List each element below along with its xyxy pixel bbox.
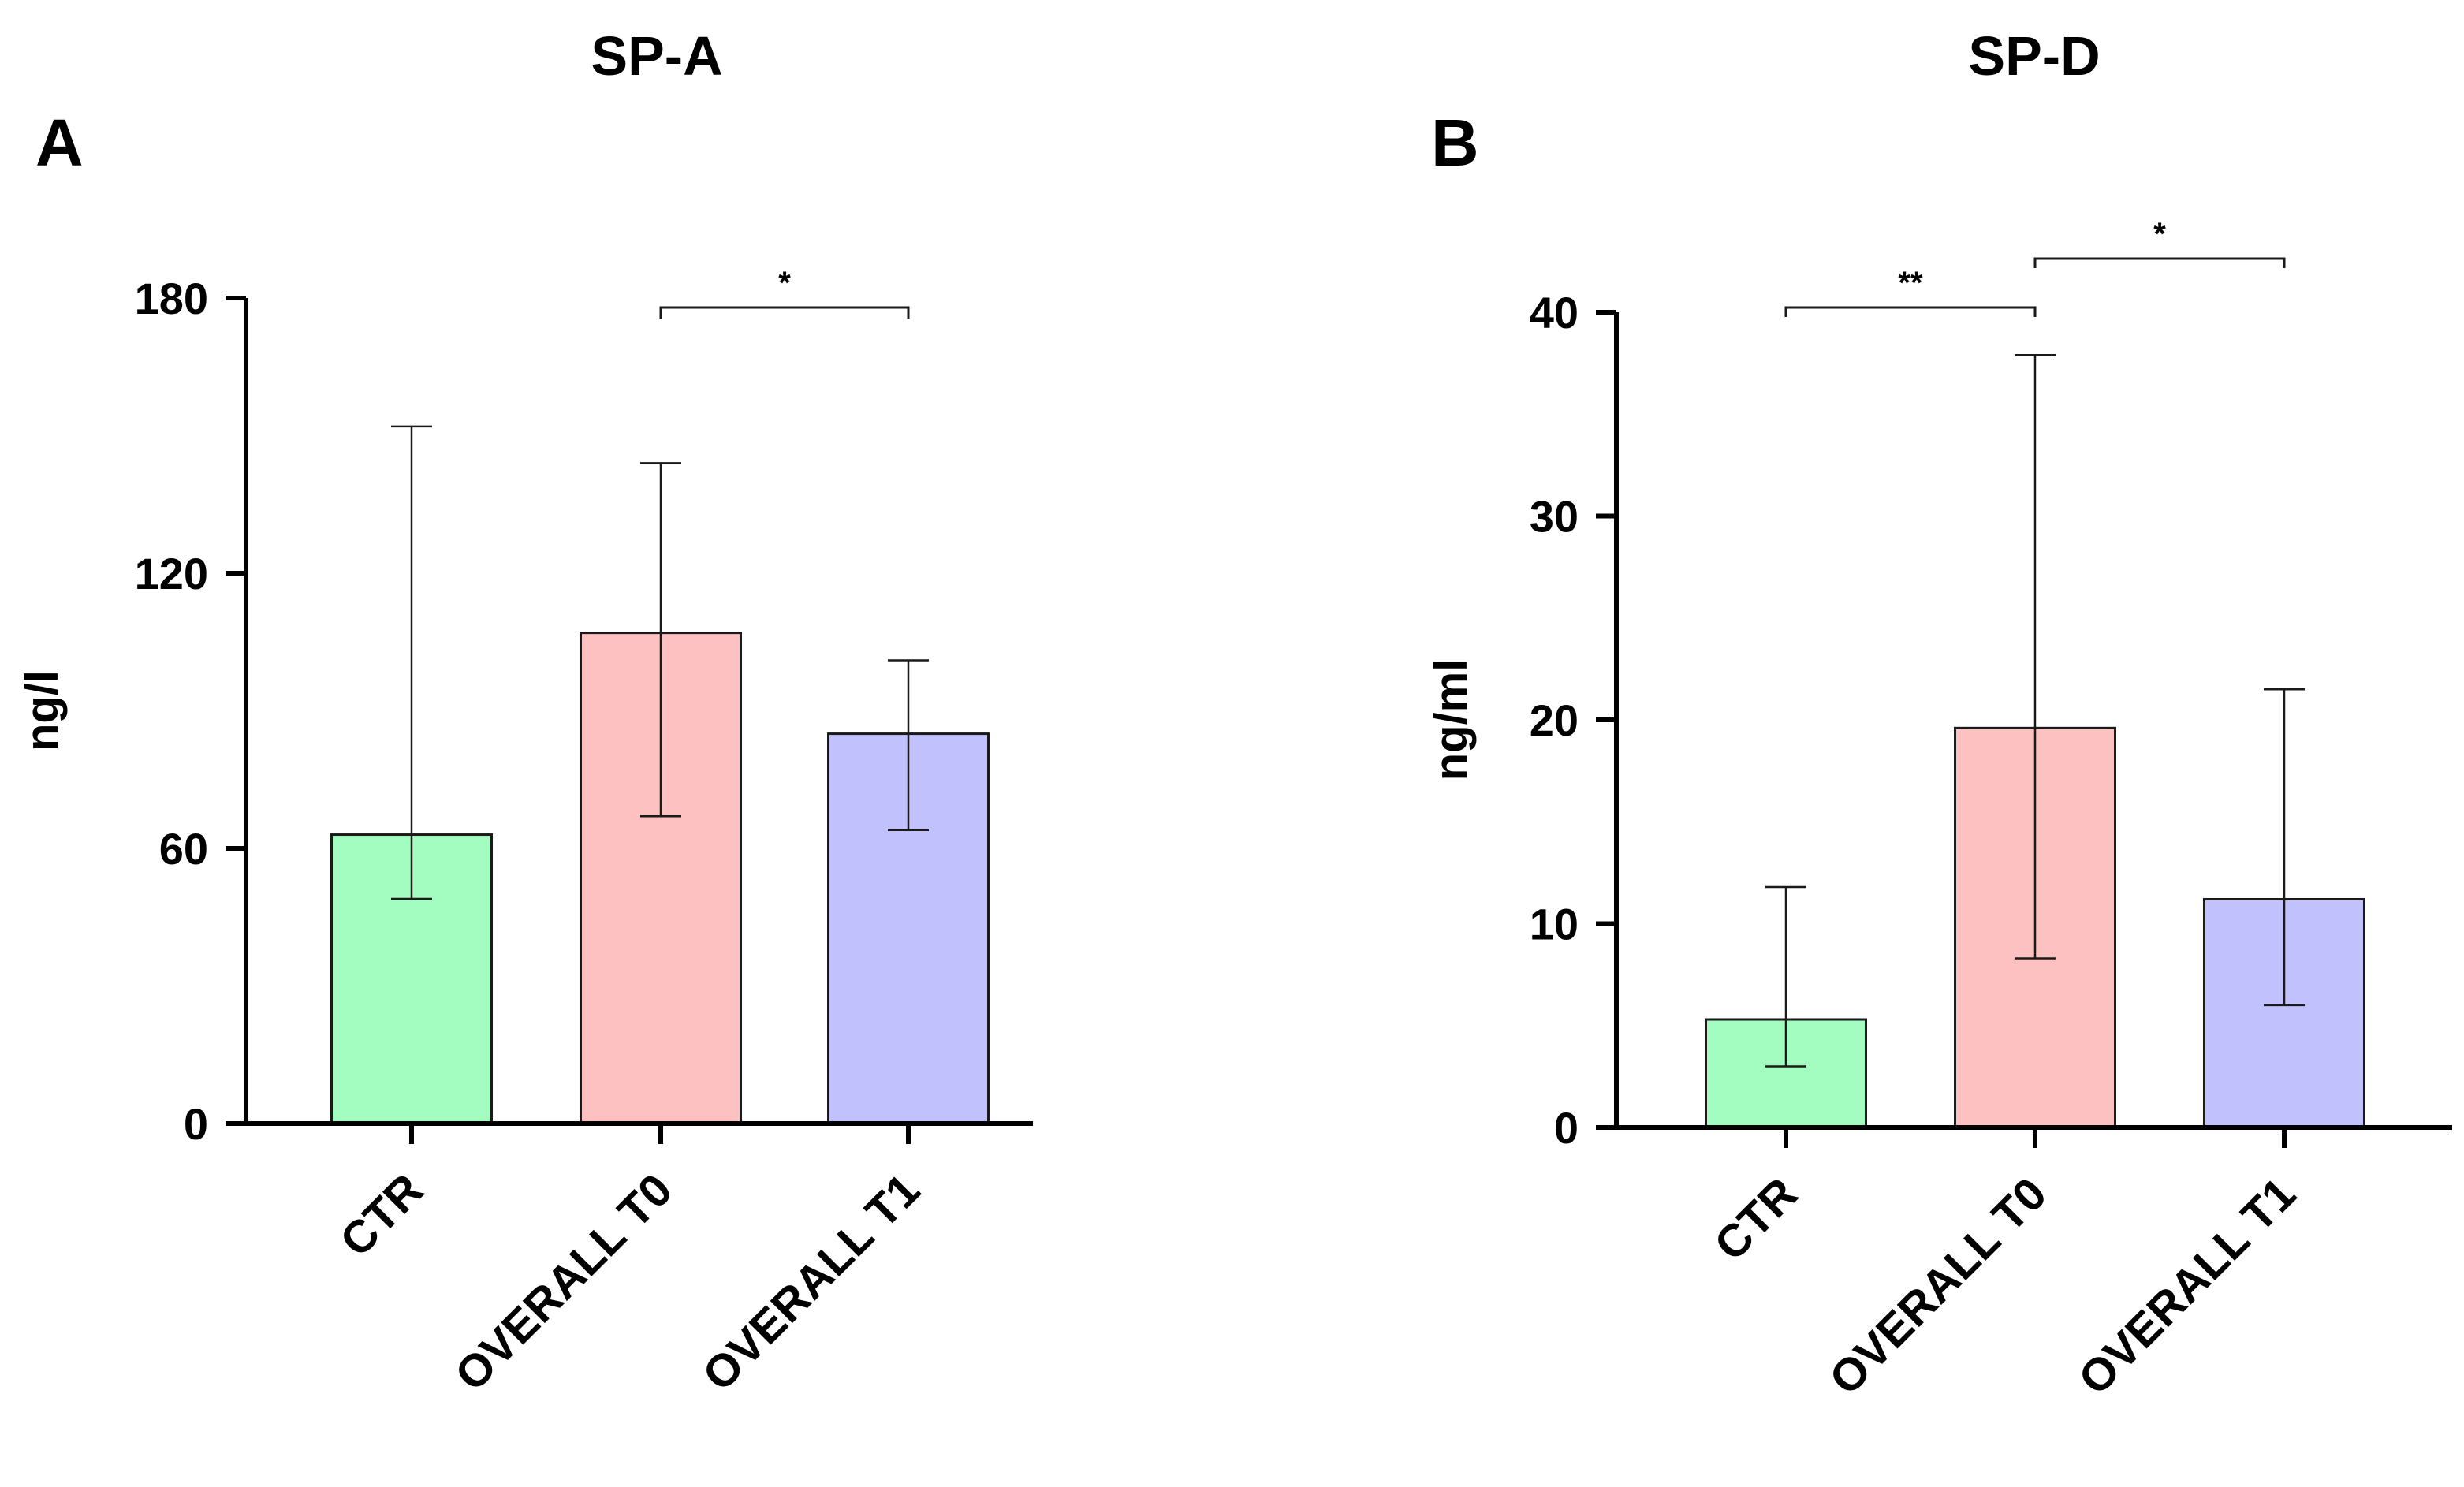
significance-label: ** <box>1898 266 1923 300</box>
y-tick-label: 180 <box>135 274 208 323</box>
panel-label: A <box>35 106 84 180</box>
y-tick-label: 20 <box>1530 695 1579 745</box>
error-bar <box>2264 688 2305 1007</box>
y-tick-label: 10 <box>1530 900 1579 949</box>
x-tick-label: CTR <box>330 1164 433 1266</box>
x-tick-label: OVERALL T0 <box>1820 1168 2056 1404</box>
x-tick-label: CTR <box>1705 1168 1807 1270</box>
chart-title: SP-A <box>591 25 722 87</box>
x-tick-label: OVERALL T0 <box>445 1164 682 1400</box>
y-tick-label: 40 <box>1530 288 1579 337</box>
chart-panel-a: SP-A Ang/l 0 60 120 180 CTR OVERALL T0 OVERALL T… <box>17 25 1033 1401</box>
y-tick-label: 0 <box>184 1099 208 1149</box>
significance-label: * <box>778 266 791 300</box>
x-tick-label: OVERALL T1 <box>693 1164 930 1400</box>
error-bar <box>640 462 681 818</box>
y-axis-label: ng/l <box>17 670 68 751</box>
significance-bracket <box>659 306 910 319</box>
y-tick-label: 30 <box>1530 492 1579 542</box>
error-bar <box>1765 885 1806 1068</box>
significance-label: * <box>2153 217 2166 252</box>
error-bar <box>391 425 432 900</box>
significance-bracket <box>2033 257 2286 268</box>
y-tick-label: 60 <box>159 824 208 874</box>
chart-panel-b: SP-D Bng/ml 0 10 20 30 40 CTR OVERALL T0 OVERALL … <box>1426 25 2452 1405</box>
y-tick-label: 0 <box>1554 1103 1579 1153</box>
significance-bracket <box>1784 306 2037 317</box>
y-axis-label: ng/ml <box>1426 659 1477 781</box>
panel-label: B <box>1431 106 1479 180</box>
x-tick-label: OVERALL T1 <box>2069 1168 2306 1404</box>
error-bar <box>888 659 929 831</box>
chart-title: SP-D <box>1968 25 2100 87</box>
error-bar <box>2015 354 2056 960</box>
y-tick-label: 120 <box>135 549 208 598</box>
